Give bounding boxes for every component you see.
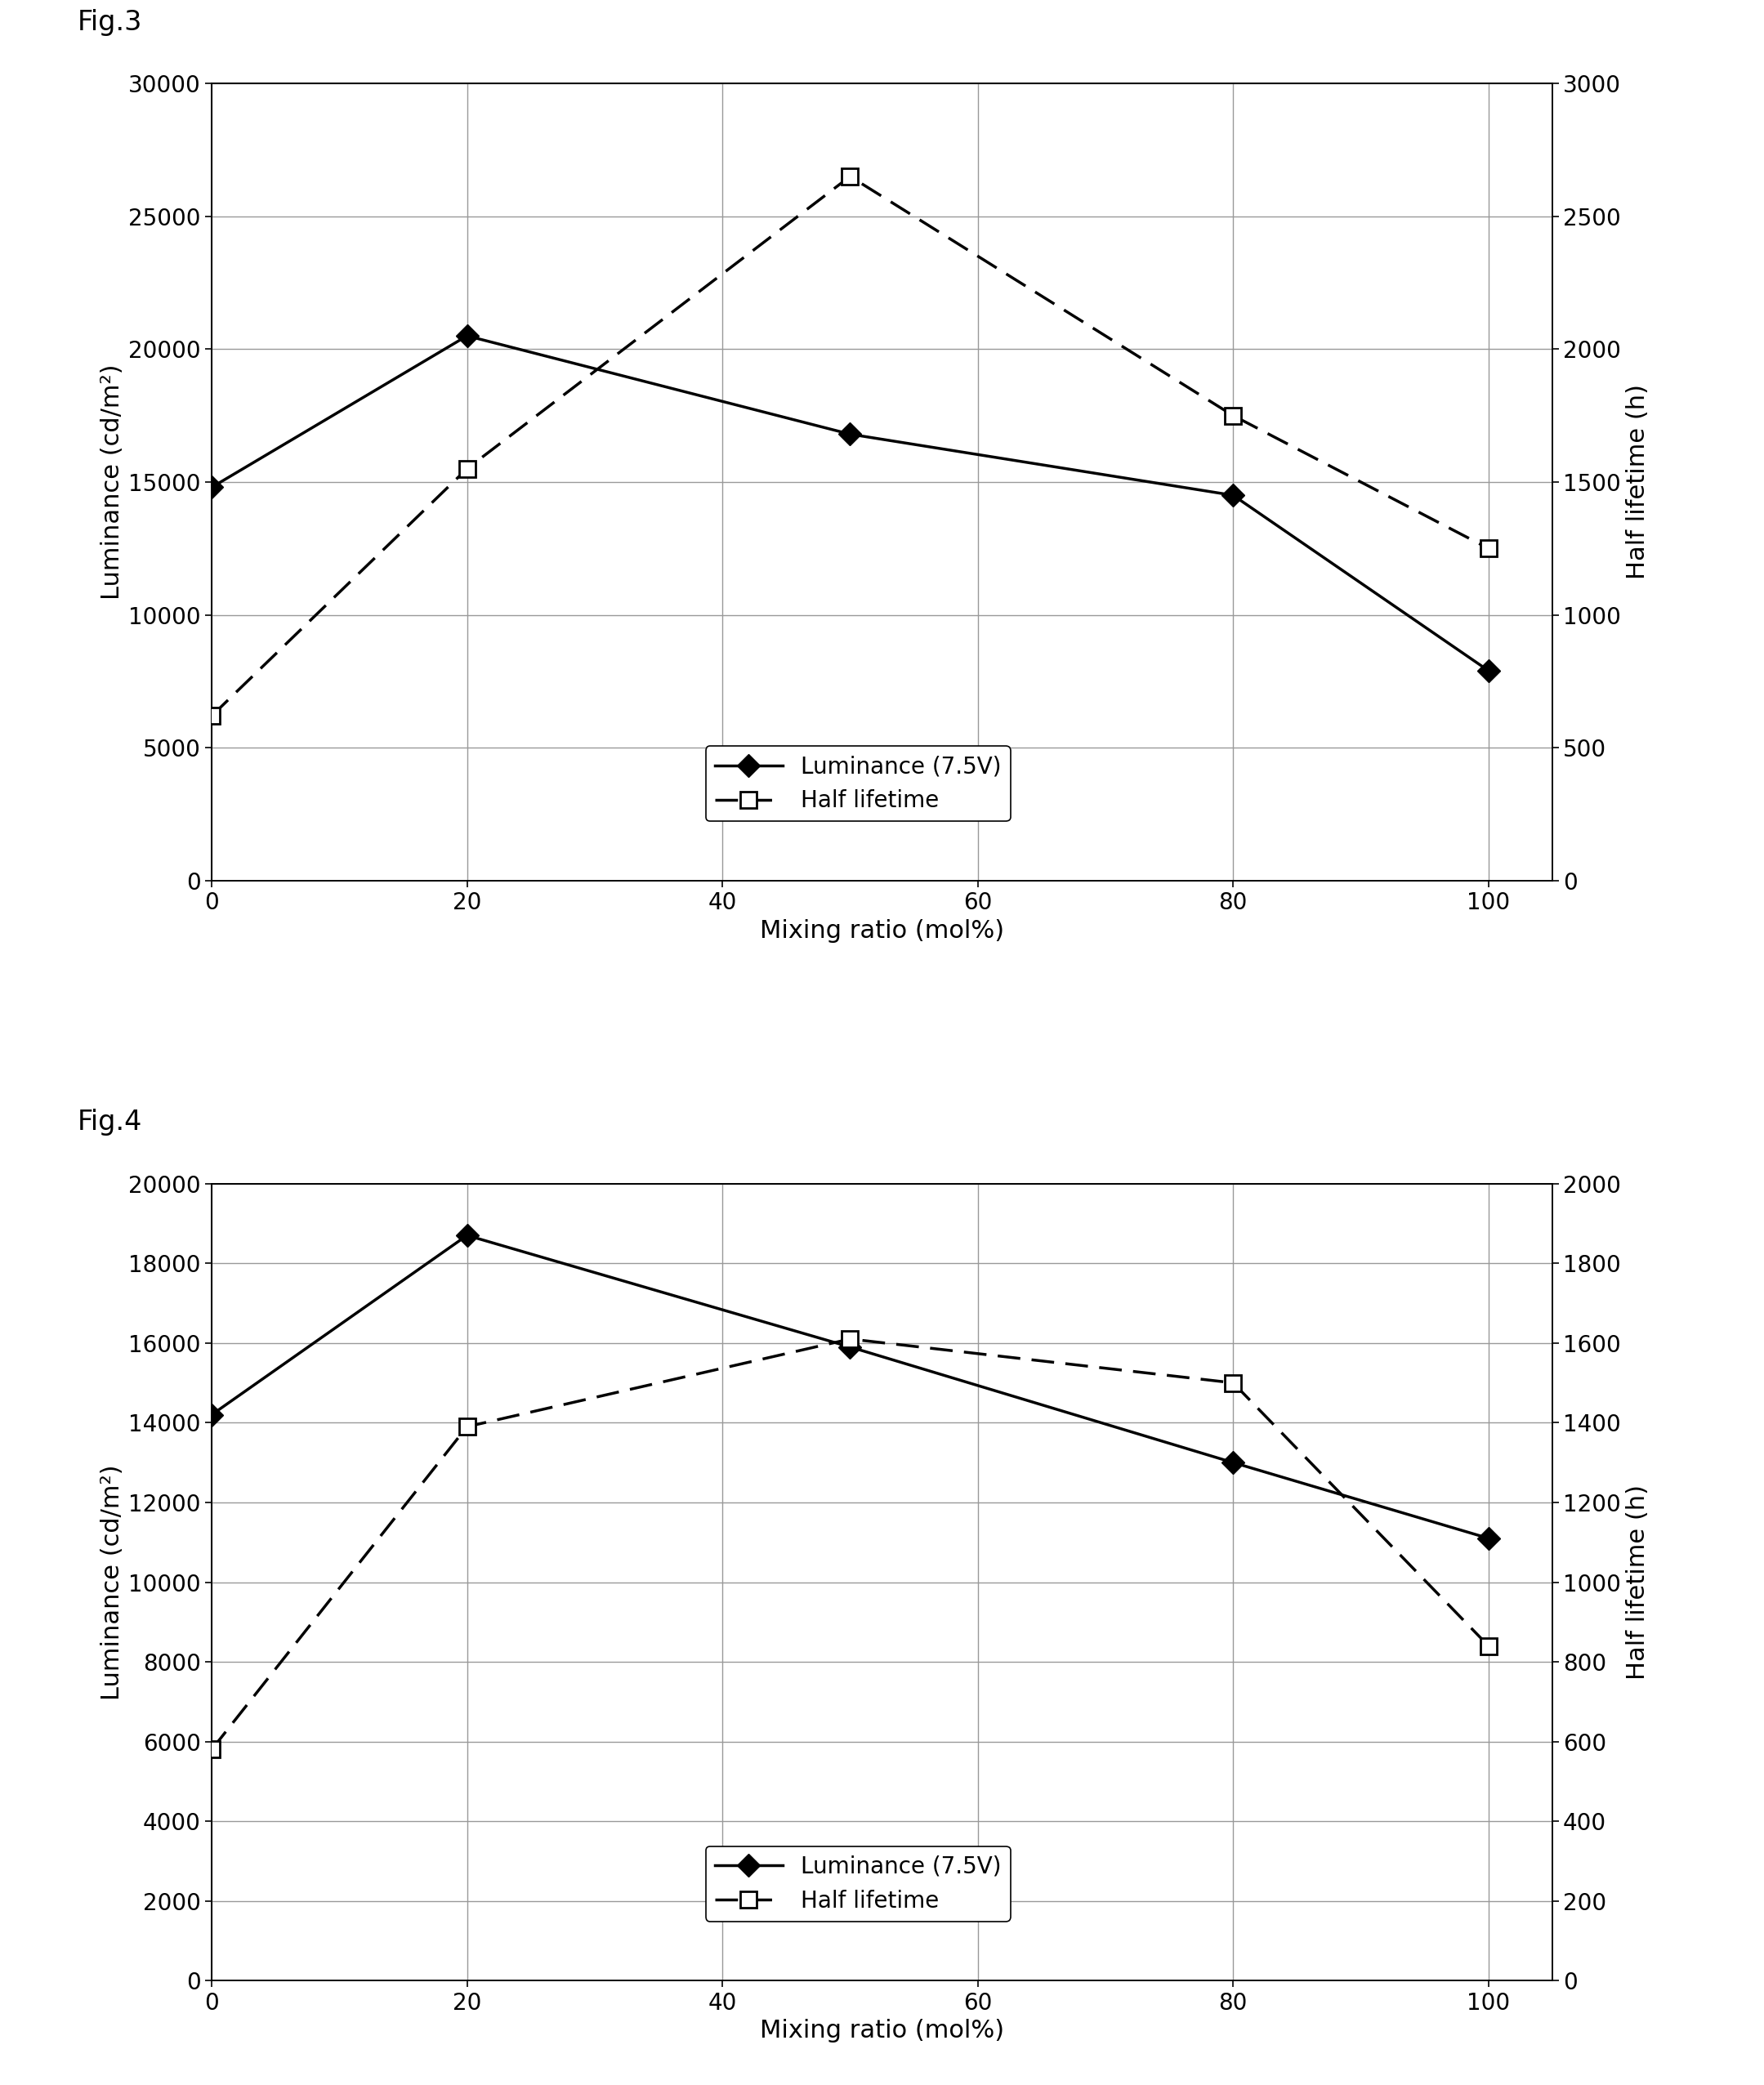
Luminance (7.5V) bbox=[201, 1403, 222, 1428]
Luminance (7.5V) bbox=[1222, 484, 1244, 509]
Y-axis label: Half lifetime (h): Half lifetime (h) bbox=[1626, 1485, 1649, 1681]
Half lifetime bbox=[457, 457, 478, 482]
Line: Luminance (7.5V): Luminance (7.5V) bbox=[203, 1228, 1496, 1547]
Half lifetime bbox=[201, 703, 222, 728]
Line: Half lifetime: Half lifetime bbox=[203, 169, 1496, 723]
Half lifetime bbox=[1222, 402, 1244, 427]
Line: Half lifetime: Half lifetime bbox=[203, 1330, 1496, 1758]
Line: Luminance (7.5V): Luminance (7.5V) bbox=[203, 327, 1496, 678]
Y-axis label: Luminance (cd/m²): Luminance (cd/m²) bbox=[101, 365, 123, 600]
Half lifetime bbox=[457, 1414, 478, 1439]
Text: Fig.4: Fig.4 bbox=[78, 1109, 143, 1136]
Half lifetime bbox=[1478, 536, 1499, 561]
Y-axis label: Half lifetime (h): Half lifetime (h) bbox=[1626, 384, 1649, 580]
Luminance (7.5V) bbox=[457, 1222, 478, 1247]
Luminance (7.5V) bbox=[457, 323, 478, 348]
Half lifetime bbox=[1478, 1633, 1499, 1658]
Luminance (7.5V) bbox=[1478, 659, 1499, 684]
Half lifetime bbox=[201, 1737, 222, 1762]
Half lifetime bbox=[840, 165, 861, 190]
Luminance (7.5V) bbox=[1478, 1526, 1499, 1551]
Luminance (7.5V) bbox=[840, 421, 861, 446]
Half lifetime bbox=[1222, 1370, 1244, 1395]
Text: Fig.3: Fig.3 bbox=[78, 8, 143, 35]
Half lifetime bbox=[840, 1326, 861, 1351]
X-axis label: Mixing ratio (mol%): Mixing ratio (mol%) bbox=[760, 919, 1004, 942]
Legend: Luminance (7.5V), Half lifetime: Luminance (7.5V), Half lifetime bbox=[706, 746, 1011, 821]
Legend: Luminance (7.5V), Half lifetime: Luminance (7.5V), Half lifetime bbox=[706, 1847, 1011, 1922]
Luminance (7.5V) bbox=[840, 1334, 861, 1359]
Luminance (7.5V) bbox=[1222, 1449, 1244, 1474]
X-axis label: Mixing ratio (mol%): Mixing ratio (mol%) bbox=[760, 2018, 1004, 2043]
Luminance (7.5V) bbox=[201, 475, 222, 500]
Y-axis label: Luminance (cd/m²): Luminance (cd/m²) bbox=[101, 1464, 123, 1699]
